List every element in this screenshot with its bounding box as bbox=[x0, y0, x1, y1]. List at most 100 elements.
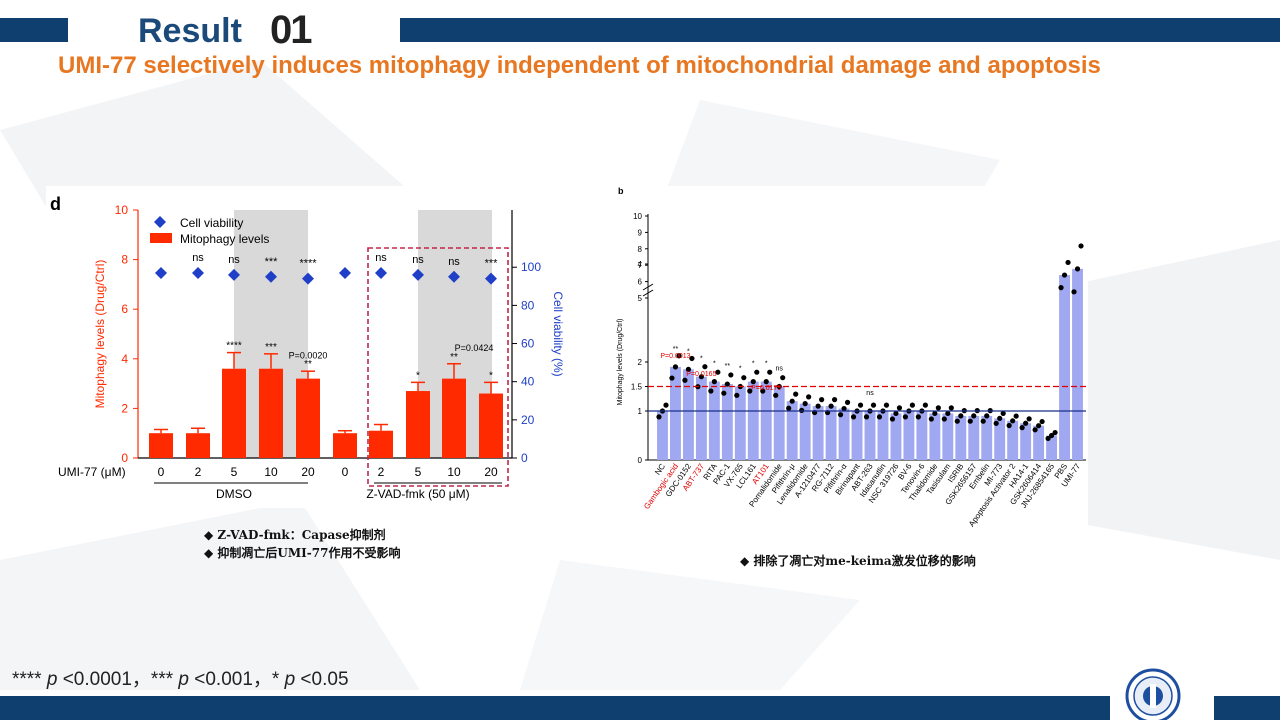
b-y-tick-label: 7 bbox=[638, 261, 643, 270]
b-dot bbox=[915, 414, 921, 420]
footer-bar-right bbox=[1214, 696, 1280, 720]
b-bar bbox=[1046, 435, 1058, 460]
b-dot bbox=[967, 418, 973, 424]
b-dot bbox=[922, 402, 928, 408]
b-bar bbox=[851, 411, 863, 460]
b-dot bbox=[663, 402, 669, 408]
b-dot bbox=[993, 420, 999, 426]
b-dot bbox=[850, 414, 857, 420]
b-dot bbox=[893, 410, 899, 417]
b-significance: * bbox=[765, 361, 768, 368]
b-dot bbox=[780, 375, 786, 381]
viability-diamond bbox=[302, 272, 314, 285]
viability-significance: ns bbox=[412, 254, 424, 266]
b-bar bbox=[670, 366, 681, 460]
x-tick-label: 0 bbox=[158, 465, 165, 479]
b-bar bbox=[877, 411, 889, 460]
b-dot bbox=[763, 379, 769, 385]
b-dot bbox=[702, 364, 708, 370]
b-dot bbox=[815, 403, 821, 409]
b-dot bbox=[728, 372, 734, 378]
legend-diamond bbox=[154, 216, 166, 228]
b-bar bbox=[1033, 425, 1045, 460]
b-dot bbox=[819, 397, 825, 403]
b-y-tick-label: 1.5 bbox=[631, 383, 643, 392]
b-bar bbox=[708, 381, 720, 460]
viability-diamond bbox=[228, 268, 240, 281]
b-dot bbox=[935, 405, 941, 411]
b-bar bbox=[747, 381, 759, 460]
viability-diamond bbox=[155, 266, 167, 279]
b-bar bbox=[773, 386, 785, 460]
university-seal-icon bbox=[1125, 668, 1181, 724]
chart-panel-d: d 0 2 4 6 8 10 0 20 40 60 80 100 Mitophagy levels (Dr… bbox=[46, 186, 568, 508]
b-dot bbox=[870, 402, 877, 408]
b-dot bbox=[876, 414, 883, 420]
b-dot bbox=[958, 413, 964, 419]
y-tick-label: 8 bbox=[121, 253, 128, 267]
b-dot bbox=[1045, 435, 1051, 442]
b-bar bbox=[903, 411, 915, 460]
bar-significance: *** bbox=[265, 342, 277, 353]
mitophagy-bar bbox=[442, 378, 466, 458]
result-title: Result bbox=[138, 12, 242, 50]
footer-bar-left bbox=[0, 696, 1110, 720]
left-caption-line-1: ◆ Z-VAD-fmk：Capase抑制剂 bbox=[204, 528, 386, 542]
chart-b: b 0 1 1.5 2 4 5 6 7 8 9 10 Mitophagy levels (Drug/Ct… bbox=[617, 186, 1086, 528]
bar-significance: **** bbox=[226, 341, 242, 352]
b-bar bbox=[812, 406, 824, 460]
b-y-tick-label: 6 bbox=[638, 278, 643, 287]
b-dot bbox=[857, 402, 864, 408]
b-bar bbox=[786, 401, 798, 460]
b-y-tick-label: 2 bbox=[638, 358, 643, 367]
pvalue-zvad: P=0.0424 bbox=[455, 343, 494, 353]
x-tick-label: 0 bbox=[342, 465, 349, 479]
b-significance: ns bbox=[776, 366, 784, 373]
b-dot bbox=[715, 369, 721, 375]
b-dot bbox=[741, 375, 747, 381]
b-dot bbox=[1071, 289, 1077, 295]
b-dot bbox=[831, 397, 838, 403]
mitophagy-bar bbox=[259, 368, 283, 458]
x-tick-label: 2 bbox=[195, 465, 202, 479]
b-y-tick-label: 1 bbox=[638, 407, 643, 416]
b-significance: ** bbox=[725, 363, 731, 370]
b-bar bbox=[799, 403, 811, 460]
header-bar-left bbox=[0, 18, 68, 42]
b-dot bbox=[844, 399, 851, 405]
footnote-part-3: <0.001，* bbox=[188, 669, 285, 690]
viability-significance: ns bbox=[448, 256, 460, 268]
b-dot bbox=[1052, 429, 1058, 436]
b-bar bbox=[955, 415, 967, 460]
footnote-part-4: <0.05 bbox=[295, 669, 349, 690]
b-y-tick-label: 9 bbox=[638, 228, 643, 237]
b-axis-break-2 bbox=[642, 289, 654, 297]
b-dot bbox=[945, 410, 951, 417]
left-caption-line-2: ◆ 抑制凋亡后UMI-77作用不受影响 bbox=[204, 546, 401, 560]
b-significance: * bbox=[752, 361, 755, 368]
b-dot bbox=[786, 405, 792, 411]
footnote-p-2: p bbox=[178, 669, 189, 690]
viability-diamond bbox=[265, 270, 277, 283]
viability-significance: ns bbox=[228, 254, 240, 266]
y2-tick-label: 40 bbox=[521, 375, 535, 389]
group-label-dmso: DMSO bbox=[216, 487, 252, 501]
b-dot bbox=[1039, 418, 1045, 425]
y2-tick-label: 100 bbox=[521, 260, 541, 274]
y-tick-label: 4 bbox=[121, 352, 128, 366]
viability-significance: *** bbox=[265, 256, 279, 268]
result-number: 01 bbox=[270, 8, 312, 52]
legend-mitophagy: Mitophagy levels bbox=[180, 232, 269, 246]
b-dot bbox=[837, 412, 844, 418]
b-dot bbox=[1026, 416, 1032, 422]
b-dot bbox=[928, 416, 934, 422]
b-dot bbox=[1000, 410, 1006, 416]
b-bar bbox=[1072, 268, 1083, 460]
viability-diamond bbox=[448, 270, 460, 283]
b-bar bbox=[1007, 420, 1019, 460]
b-dot bbox=[721, 390, 727, 396]
mitophagy-bar bbox=[406, 391, 430, 458]
b-dot bbox=[932, 410, 938, 417]
b-dot bbox=[896, 405, 903, 411]
